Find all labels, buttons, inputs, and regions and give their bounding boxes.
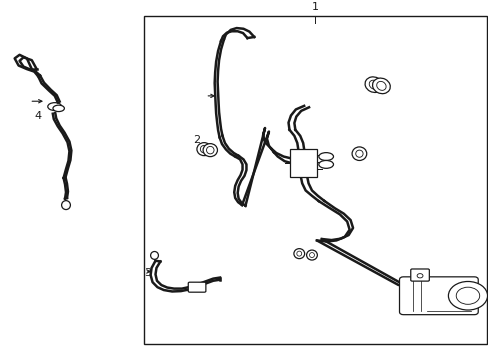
- Text: 1: 1: [311, 2, 318, 12]
- FancyBboxPatch shape: [289, 149, 317, 177]
- Text: 2: 2: [193, 135, 200, 145]
- Ellipse shape: [61, 201, 70, 210]
- FancyBboxPatch shape: [188, 282, 205, 292]
- Ellipse shape: [368, 80, 378, 89]
- Ellipse shape: [203, 144, 217, 157]
- Circle shape: [416, 274, 422, 278]
- Ellipse shape: [365, 77, 382, 93]
- Ellipse shape: [309, 253, 314, 257]
- Circle shape: [455, 287, 479, 304]
- Ellipse shape: [200, 145, 207, 153]
- Ellipse shape: [53, 105, 64, 112]
- Ellipse shape: [306, 250, 317, 260]
- Ellipse shape: [376, 81, 386, 90]
- Ellipse shape: [318, 153, 333, 161]
- Ellipse shape: [206, 147, 214, 154]
- Ellipse shape: [296, 251, 301, 256]
- Circle shape: [447, 282, 487, 310]
- Ellipse shape: [318, 161, 333, 168]
- Ellipse shape: [351, 147, 366, 161]
- Ellipse shape: [48, 103, 61, 111]
- Ellipse shape: [197, 143, 211, 156]
- FancyBboxPatch shape: [399, 277, 477, 315]
- Ellipse shape: [150, 252, 158, 259]
- Ellipse shape: [372, 78, 389, 94]
- Text: 3: 3: [144, 267, 151, 278]
- Ellipse shape: [293, 249, 304, 258]
- FancyBboxPatch shape: [410, 269, 428, 281]
- Bar: [144, 15, 486, 344]
- Ellipse shape: [355, 150, 362, 157]
- Text: 4: 4: [34, 111, 41, 121]
